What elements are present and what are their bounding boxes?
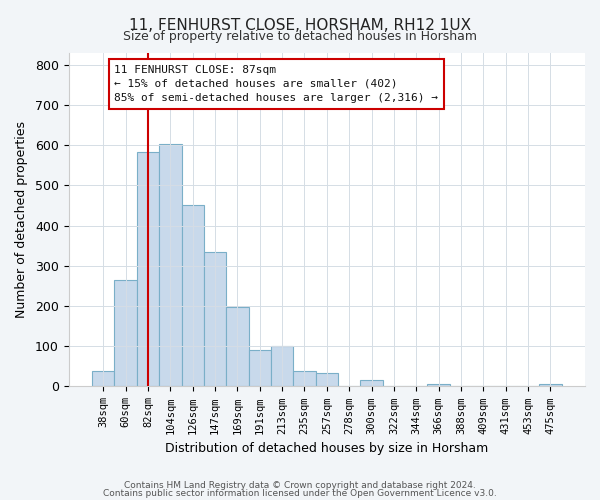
Bar [271,346,293,387]
Text: Contains public sector information licensed under the Open Government Licence v3: Contains public sector information licen… [103,490,497,498]
Text: 11 FENHURST CLOSE: 87sqm
← 15% of detached houses are smaller (402)
85% of semi-: 11 FENHURST CLOSE: 87sqm ← 15% of detach… [115,64,439,104]
Bar [226,307,248,386]
Bar [361,380,383,386]
Bar [204,252,226,386]
Bar [248,350,271,387]
Bar [159,144,182,386]
Y-axis label: Number of detached properties: Number of detached properties [15,121,28,318]
Bar [115,280,137,386]
Bar [316,373,338,386]
Bar [427,384,450,386]
Bar [137,152,159,386]
Bar [92,371,115,386]
Bar [182,204,204,386]
Text: Contains HM Land Registry data © Crown copyright and database right 2024.: Contains HM Land Registry data © Crown c… [124,480,476,490]
Text: 11, FENHURST CLOSE, HORSHAM, RH12 1UX: 11, FENHURST CLOSE, HORSHAM, RH12 1UX [129,18,471,32]
Bar [293,371,316,386]
Bar [539,384,562,386]
X-axis label: Distribution of detached houses by size in Horsham: Distribution of detached houses by size … [165,442,488,455]
Text: Size of property relative to detached houses in Horsham: Size of property relative to detached ho… [123,30,477,43]
